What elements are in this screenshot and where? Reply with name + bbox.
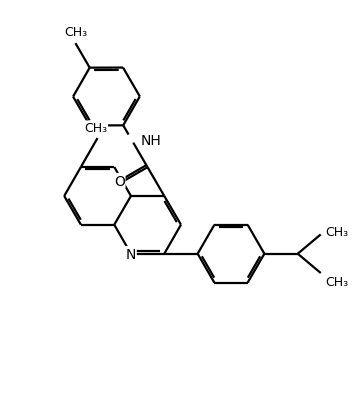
Text: O: O	[114, 174, 125, 188]
Text: CH₃: CH₃	[84, 122, 107, 135]
Text: NH: NH	[141, 134, 161, 147]
Text: CH₃: CH₃	[326, 275, 349, 288]
Text: CH₃: CH₃	[64, 26, 87, 39]
Text: CH₃: CH₃	[326, 225, 349, 238]
Text: N: N	[126, 247, 136, 261]
